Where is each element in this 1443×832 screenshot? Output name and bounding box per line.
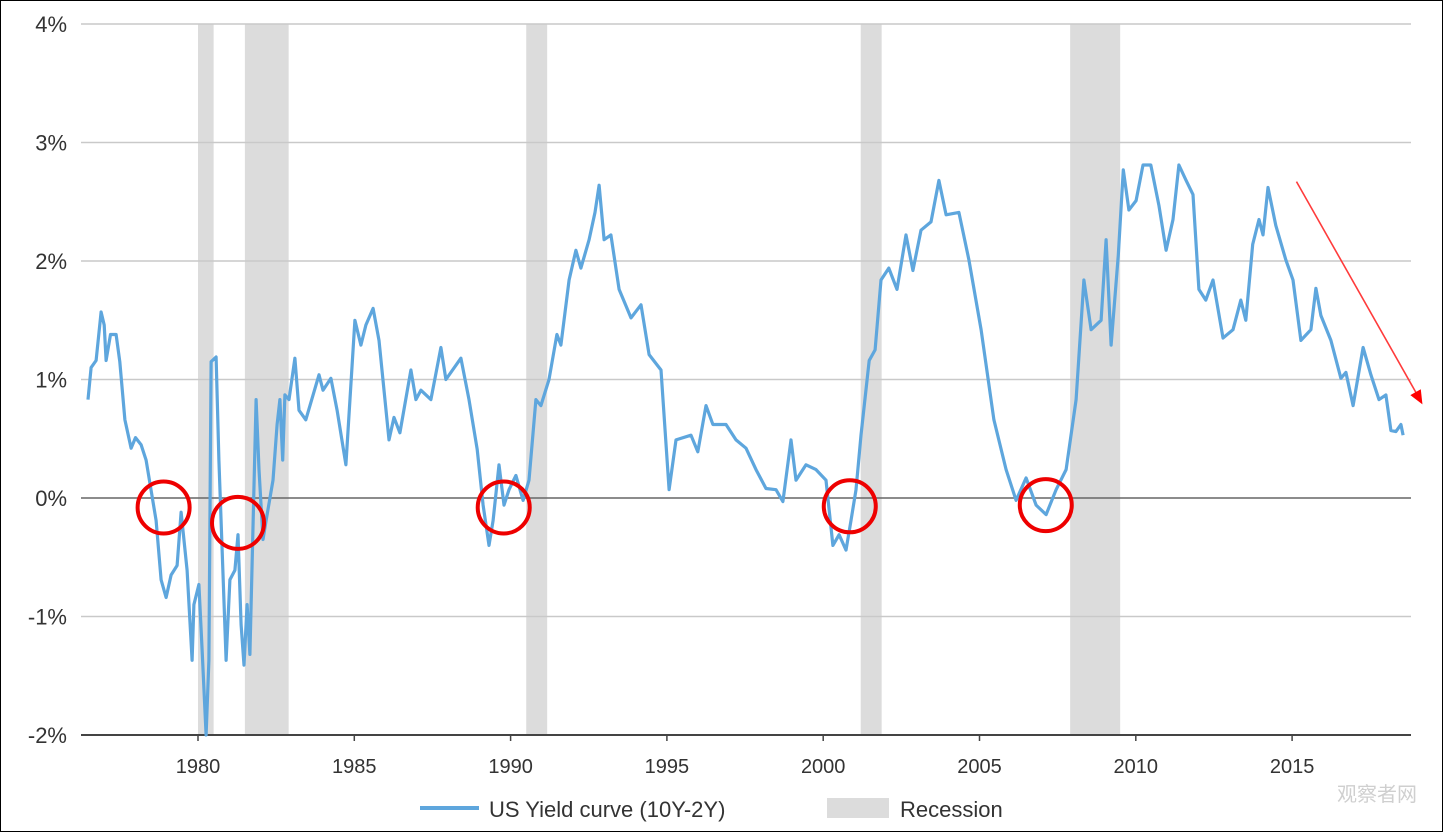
y-tick-label: 0% <box>35 486 67 511</box>
trend-arrow-head <box>1410 389 1423 405</box>
x-tick-label: 2005 <box>957 756 1002 778</box>
y-axis: -2% -1% 0% 1% 2% 3% 4% <box>28 12 67 748</box>
legend-label-recession: Recession <box>900 797 1003 822</box>
y-tick-label: 1% <box>35 368 67 393</box>
legend-label-yield-curve: US Yield curve (10Y-2Y) <box>489 797 725 822</box>
x-axis: 1980 1985 1990 1995 2000 2005 2010 2015 <box>176 735 1315 778</box>
gridlines <box>81 23 1411 736</box>
y-tick-label: 4% <box>35 12 67 37</box>
legend-recession-swatch <box>827 798 889 818</box>
inversion-circle <box>475 479 532 536</box>
x-tick-label: 2000 <box>801 756 846 778</box>
y-tick-label: 3% <box>35 131 67 156</box>
y-tick-label: -2% <box>28 723 67 748</box>
trend-arrow-line <box>1295 181 1418 394</box>
watermark: 观察者网 <box>1337 783 1417 806</box>
legend: US Yield curve (10Y-2Y) Recession <box>420 797 1003 822</box>
series-line-yield-curve <box>86 163 1405 737</box>
x-tick-label: 2015 <box>1270 756 1315 778</box>
x-tick-label: 1990 <box>488 756 533 778</box>
inversion-circle <box>821 478 878 535</box>
x-tick-label: 2010 <box>1114 756 1159 778</box>
x-tick-label: 1995 <box>645 756 690 778</box>
y-tick-label: -1% <box>28 605 67 630</box>
y-tick-label: 2% <box>35 249 67 274</box>
x-tick-label: 1980 <box>176 756 221 778</box>
inversion-circle <box>210 494 267 551</box>
inversion-circle <box>1017 477 1074 534</box>
inversion-circle <box>135 479 192 536</box>
annotations <box>135 181 1423 551</box>
x-tick-label: 1985 <box>332 756 377 778</box>
